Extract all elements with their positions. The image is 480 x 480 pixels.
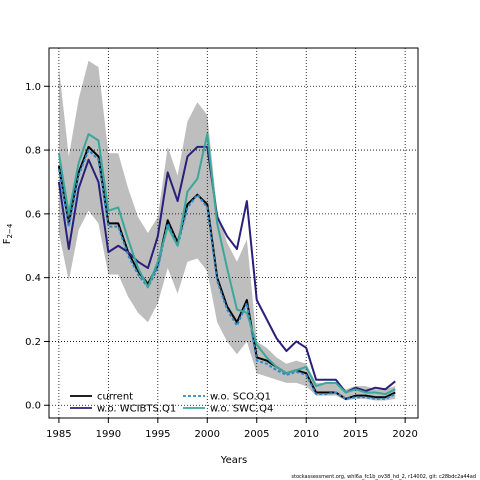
y-tick-label-0-6: 0.6	[25, 209, 41, 220]
x-axis-title: Years	[220, 455, 247, 466]
x-axis: 1985 1990 1995 2000 2005 2010 2015 2020	[46, 418, 418, 440]
x-tick-label-2000: 2000	[195, 429, 220, 440]
y-tick-label-0-2: 0.2	[25, 337, 41, 348]
x-tick-label-1985: 1985	[46, 429, 71, 440]
legend-label-wo-sco-q1: w.o. SCO.Q1	[210, 392, 271, 403]
series-line-w-o-wcibts-q1	[57, 145, 396, 394]
series-line-w-o-sco-q1	[57, 149, 396, 400]
confidence-band-layer	[58, 60, 396, 401]
y-tick-label-0-4: 0.4	[25, 273, 41, 284]
x-tick-label-1990: 1990	[96, 429, 121, 440]
legend-label-wo-swc-q4: w.o. SWC.Q4	[210, 404, 273, 415]
footer-text: stockassessment.org, whl6a_fc1b_ov38_hd_…	[291, 474, 476, 480]
y-tick-label-0: 0.0	[25, 401, 41, 412]
y-axis: 0.0 0.2 0.4 0.6 0.8 1.0	[25, 82, 49, 412]
x-tick-label-1995: 1995	[145, 429, 170, 440]
x-tick-label-2005: 2005	[244, 429, 269, 440]
legend: current w.o. WCIBTS.Q1 w.o. SCO.Q1 w.o. …	[70, 392, 273, 415]
series-layer	[57, 133, 396, 400]
plot-frame	[48, 47, 419, 419]
confidence-band	[58, 60, 396, 401]
y-axis-title: F2−4	[2, 223, 14, 244]
y-tick-label-0-8: 0.8	[25, 146, 41, 157]
series-line-w-o-swc-q4	[57, 133, 396, 396]
x-tick-label-2010: 2010	[293, 429, 318, 440]
y-axis-title-subscript: 2−4	[6, 223, 14, 238]
legend-label-wo-wcibts-q1: w.o. WCIBTS.Q1	[97, 404, 176, 415]
y-axis-title-main: F	[2, 238, 13, 244]
legend-label-current: current	[97, 392, 133, 403]
x-tick-label-2015: 2015	[343, 429, 368, 440]
y-tick-label-1: 1.0	[25, 82, 41, 93]
x-tick-label-2020: 2020	[392, 429, 417, 440]
